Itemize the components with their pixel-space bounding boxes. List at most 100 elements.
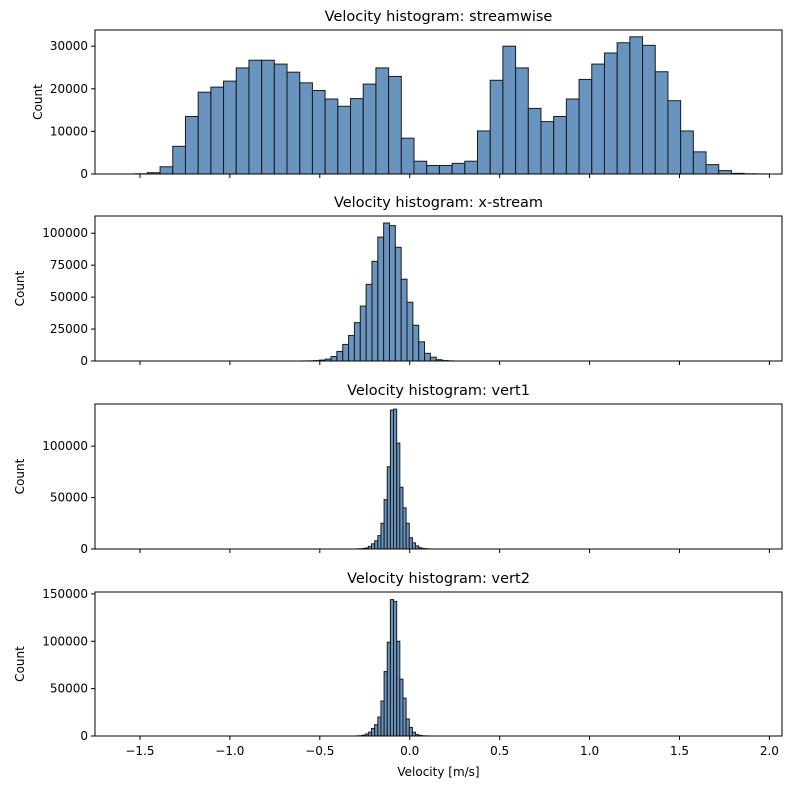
x-tick-label: −1.5: [125, 744, 154, 758]
bars: [355, 599, 432, 737]
histogram-bar: [464, 160, 478, 175]
histogram-bar: [197, 91, 212, 175]
subplot-title: Velocity histogram: streamwise: [325, 9, 553, 25]
y-tick-label: 150000: [42, 587, 88, 601]
subplot-title: Velocity histogram: x-stream: [334, 195, 543, 211]
subplot-title: Velocity histogram: vert2: [347, 571, 530, 587]
y-tick-label: 0: [80, 542, 88, 556]
x-tick-label: 2.0: [760, 744, 779, 758]
histogram-bar: [223, 80, 237, 175]
histogram-bar: [476, 130, 491, 175]
x-tick-label: 1.5: [670, 744, 689, 758]
histogram-bar: [353, 322, 361, 362]
histogram-bar: [424, 352, 431, 362]
subplot-3: 0 50000 100000 Velocity histogram: vert1 Cou…: [13, 383, 783, 556]
histogram-bar: [362, 83, 377, 175]
histogram-bar: [210, 86, 225, 175]
histogram-bar: [629, 36, 644, 175]
histogram-bar: [350, 98, 364, 175]
y-tick-label: 100000: [42, 439, 88, 453]
histogram-bar: [642, 44, 656, 175]
y-tick-label: 50000: [50, 682, 88, 696]
x-tick-label: 0.5: [490, 744, 509, 758]
histogram-bar: [406, 301, 414, 362]
y-tick-label: 50000: [50, 290, 88, 304]
histogram-bar: [337, 105, 352, 175]
histogram-bar: [705, 164, 720, 175]
histogram-bar: [311, 89, 326, 175]
y-tick-label: 75000: [50, 258, 88, 272]
histogram-bar: [412, 324, 420, 362]
x-tick-label: 0.0: [400, 744, 419, 758]
histogram-bar: [172, 145, 186, 175]
histogram-bar: [383, 222, 390, 362]
y-tick-label: 100000: [42, 226, 88, 240]
histogram-bar: [400, 278, 408, 362]
histogram-bar: [667, 100, 682, 175]
histogram-bar: [371, 260, 379, 362]
histogram-bar: [429, 356, 437, 362]
histogram-bar: [286, 71, 301, 175]
y-tick-label: 0: [80, 354, 88, 368]
subplot-4: 0 50000 100000 150000 −1.5 −1.0 −0.5 0.0 0.5 1.0 1…: [13, 571, 783, 779]
histogram-bar: [515, 67, 529, 175]
histogram-bar: [438, 164, 453, 175]
x-tick-label: −0.5: [305, 744, 334, 758]
histogram-bar: [616, 42, 631, 175]
histogram-bar: [235, 67, 250, 175]
bars: [355, 408, 432, 550]
histogram-bar: [375, 67, 390, 175]
histogram-bar: [451, 162, 466, 175]
histogram-bar: [654, 71, 669, 175]
histogram-bar: [388, 225, 396, 362]
histogram-bar: [336, 350, 344, 362]
histogram-bar: [692, 151, 707, 175]
axes-frame: [94, 29, 783, 175]
histogram-bar: [388, 75, 402, 175]
histogram-bar: [502, 45, 517, 175]
y-tick-label: 0: [80, 729, 88, 743]
y-tick-label: 0: [80, 167, 88, 181]
y-tick-label: 10000: [50, 124, 88, 138]
axes-frame: [94, 215, 783, 362]
y-tick-label: 50000: [50, 491, 88, 505]
histogram-bar: [359, 305, 367, 362]
bars: [301, 222, 455, 362]
subplot-2: 0 25000 50000 75000 100000 Velocity histogram…: [13, 195, 783, 368]
histogram-bar: [527, 107, 542, 175]
y-axis-label: Count: [13, 458, 27, 494]
y-tick-label: 25000: [50, 322, 88, 336]
y-axis-label: Count: [13, 270, 27, 306]
histogram-bar: [489, 79, 504, 175]
axes-frame: [94, 403, 783, 550]
bars: [134, 36, 771, 175]
x-tick-label: −1.0: [215, 744, 244, 758]
histogram-bar: [273, 63, 288, 175]
y-axis-label: Count: [13, 646, 27, 682]
subplot-title: Velocity histogram: vert1: [347, 383, 530, 399]
histogram-bar: [540, 121, 555, 175]
histogram-bar: [394, 246, 402, 362]
histogram-bar: [377, 236, 385, 362]
histogram-bar: [553, 115, 567, 175]
y-tick-label: 20000: [50, 82, 88, 96]
histogram-bar: [184, 115, 199, 175]
histogram-bar: [159, 166, 174, 175]
histogram-bar: [400, 137, 415, 175]
x-axis-label: Velocity [m/s]: [397, 765, 479, 779]
histogram-bar: [261, 59, 275, 175]
histogram-bar: [342, 343, 350, 362]
histogram-bar: [413, 160, 428, 175]
histogram-bar: [324, 98, 339, 175]
histogram-bar: [565, 98, 580, 175]
histogram-bar: [680, 130, 694, 175]
histogram-bar: [426, 164, 440, 175]
histogram-bar: [591, 63, 605, 175]
histogram-bar: [578, 78, 593, 175]
y-tick-label: 30000: [50, 39, 88, 53]
histogram-bar: [718, 170, 732, 175]
histogram-bar: [365, 283, 373, 362]
histogram-bar: [348, 334, 355, 362]
histogram-bar: [299, 82, 313, 175]
